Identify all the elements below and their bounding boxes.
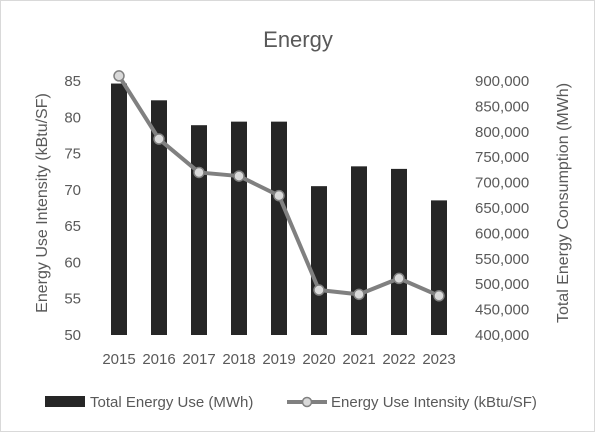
bar — [231, 121, 247, 335]
bar — [151, 100, 167, 335]
x-tick-label: 2015 — [102, 351, 135, 368]
line-point — [233, 170, 245, 182]
line-point — [113, 70, 125, 82]
legend-bar-swatch — [45, 396, 85, 407]
bar — [111, 83, 127, 335]
legend-bar-label: Total Energy Use (MWh) — [90, 394, 253, 411]
bar — [191, 125, 207, 335]
bar — [351, 166, 367, 335]
line-point — [273, 189, 285, 202]
left-tick-label: 80 — [64, 109, 81, 126]
right-tick-label: 550,000 — [475, 251, 529, 268]
bar — [431, 200, 447, 335]
left-tick-label: 85 — [64, 73, 81, 90]
chart-title: Energy — [263, 27, 333, 52]
line-point — [353, 288, 365, 301]
x-tick-label: 2020 — [302, 351, 335, 368]
left-axis-title: Energy Use Intensity (kBtu/SF) — [34, 93, 51, 313]
line-point — [313, 284, 325, 296]
x-tick-label: 2018 — [222, 351, 255, 368]
legend-line-marker — [301, 396, 313, 408]
x-tick-label: 2021 — [342, 351, 375, 368]
line-point — [153, 133, 165, 145]
x-tick-label: 2016 — [142, 351, 175, 368]
legend-line-label: Energy Use Intensity (kBtu/SF) — [331, 394, 537, 411]
x-tick-label: 2017 — [182, 351, 215, 368]
x-tick-label: 2023 — [422, 351, 455, 368]
line-point — [433, 290, 445, 302]
left-tick-label: 65 — [64, 218, 81, 235]
line-point — [393, 272, 405, 285]
right-tick-label: 850,000 — [475, 98, 529, 115]
bar — [391, 168, 407, 335]
line-series — [113, 70, 445, 302]
bar-series — [111, 83, 447, 335]
left-tick-label: 70 — [64, 182, 81, 199]
x-axis-ticks: 2015 2016 2017 2018 2019 2020 2021 2022 2023 — [102, 351, 455, 368]
right-tick-label: 400,000 — [475, 327, 529, 344]
left-tick-label: 60 — [64, 254, 81, 271]
left-tick-label: 50 — [64, 327, 81, 344]
left-axis-ticks: 50 55 60 65 70 75 80 85 — [64, 73, 81, 344]
left-tick-label: 75 — [64, 146, 81, 163]
right-tick-label: 750,000 — [475, 149, 529, 166]
right-axis-ticks: 400,000 450,000 500,000 550,000 600,000 650,0… — [475, 73, 529, 344]
right-tick-label: 600,000 — [475, 225, 529, 242]
x-tick-label: 2022 — [382, 351, 415, 368]
right-tick-label: 500,000 — [475, 276, 529, 293]
right-tick-label: 800,000 — [475, 124, 529, 141]
right-axis-title: Total Energy Consumption (MWh) — [555, 83, 572, 323]
right-tick-label: 450,000 — [475, 302, 529, 319]
bar — [311, 186, 327, 335]
bar — [271, 121, 287, 335]
line-point — [193, 166, 205, 179]
right-tick-label: 650,000 — [475, 200, 529, 217]
left-tick-label: 55 — [64, 291, 81, 308]
x-tick-label: 2019 — [262, 351, 295, 368]
legend: Total Energy Use (MWh) Energy Use Intens… — [45, 394, 537, 411]
right-tick-label: 700,000 — [475, 175, 529, 192]
right-tick-label: 900,000 — [475, 73, 529, 90]
